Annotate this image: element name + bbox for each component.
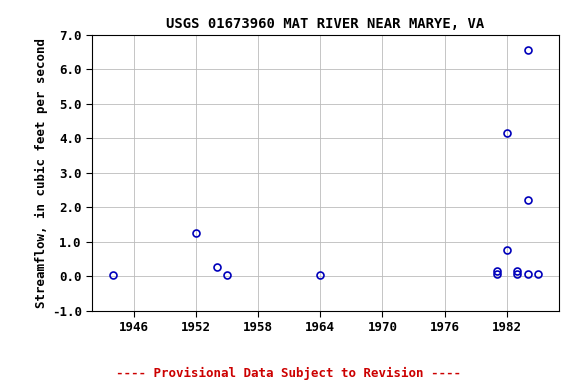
Y-axis label: Streamflow, in cubic feet per second: Streamflow, in cubic feet per second xyxy=(35,38,48,308)
Title: USGS 01673960 MAT RIVER NEAR MARYE, VA: USGS 01673960 MAT RIVER NEAR MARYE, VA xyxy=(166,17,484,31)
Text: ---- Provisional Data Subject to Revision ----: ---- Provisional Data Subject to Revisio… xyxy=(116,367,460,380)
